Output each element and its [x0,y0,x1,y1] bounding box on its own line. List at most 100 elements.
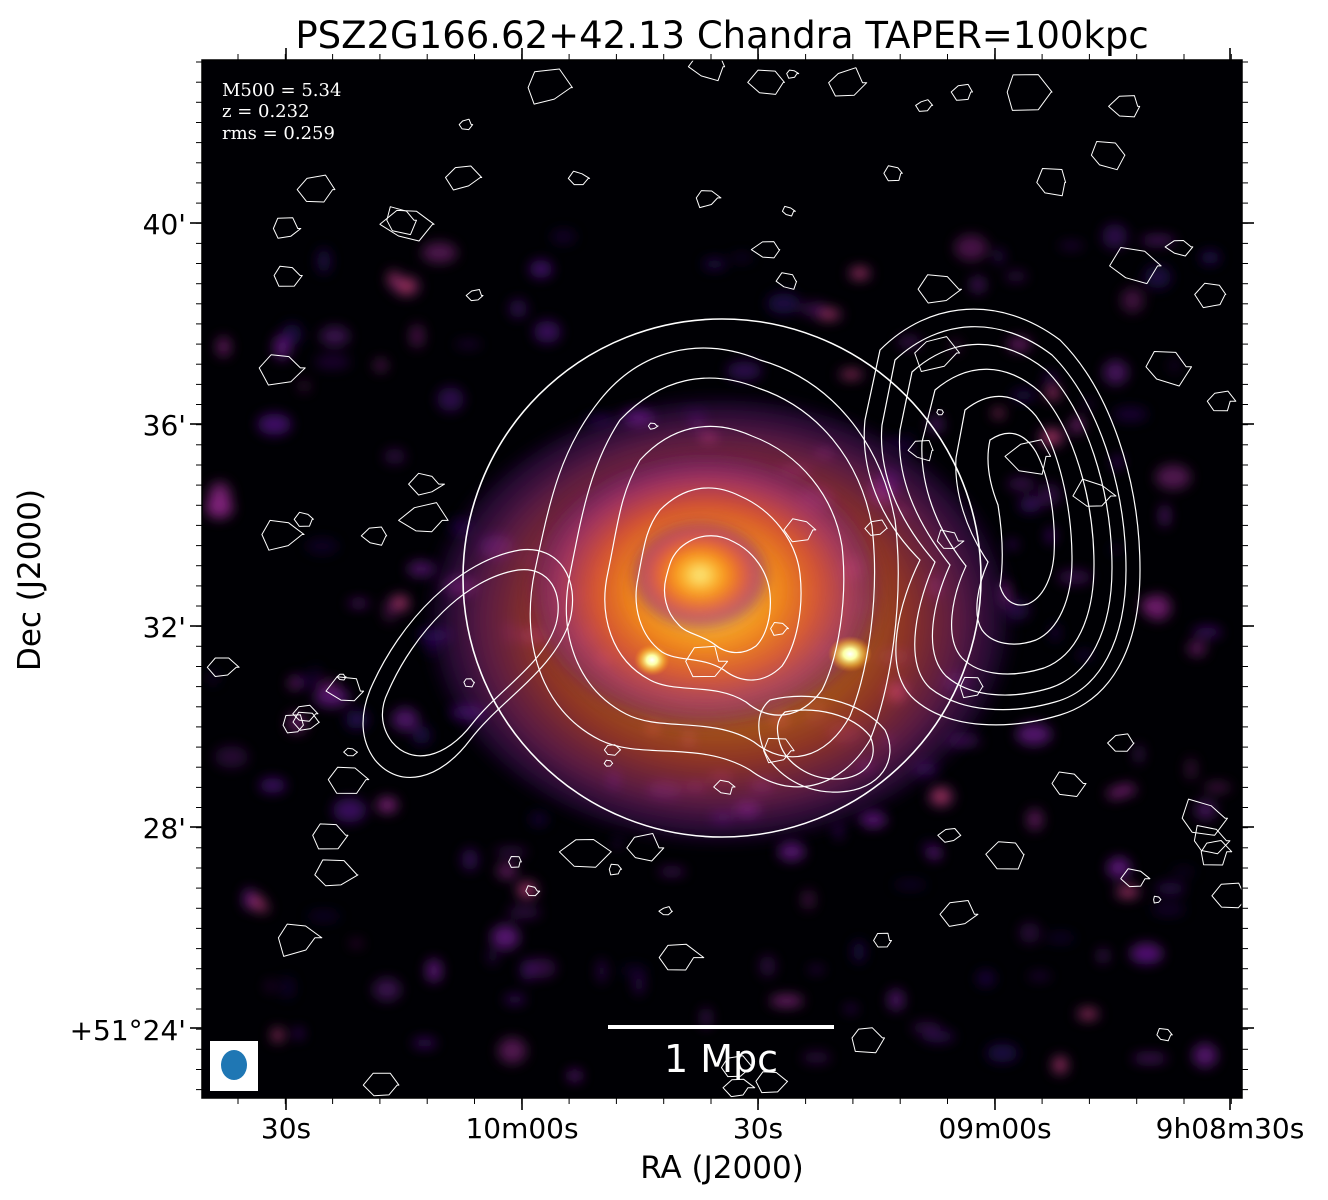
plot-frame [201,59,1243,1099]
noise-blob [1172,867,1196,876]
noise-blob [1113,407,1148,422]
noise-contour [713,779,736,795]
noise-blob [950,339,961,353]
y-tick-label: 36' [143,409,186,442]
noise-contour [685,645,729,678]
x-tick-labels: 30s 10m00s 30s 09m00s 9h08m30s [261,1112,1304,1145]
noise-blob [808,966,825,973]
noise-blob [927,846,942,860]
noise-contour [626,833,665,862]
noise-contour [939,900,979,927]
noise-contour [408,472,445,496]
noise-blob [461,848,479,871]
noise-blob [349,940,363,947]
noise-blob [1076,652,1094,659]
noise-blob [496,862,518,880]
y-tick-label: 32' [143,611,186,644]
cluster-contour [565,377,876,758]
noise-contour [445,165,483,191]
noise-blob [703,258,727,270]
noise-blob [1192,626,1222,638]
noise-contour [558,839,612,868]
noise-blob [425,958,442,983]
noise-blob [1134,744,1144,764]
noise-contour [292,711,320,731]
noise-blob [332,798,367,823]
annotation-redshift: z = 0.232 [222,101,310,122]
annotation-rms: rms = 0.259 [222,123,335,144]
cluster-core-peak [630,520,770,630]
noise-contour [936,529,965,549]
noise-blob [293,1028,304,1039]
relic-contour [987,432,1055,606]
noise-blob [986,1043,1019,1063]
noise-blob [1170,358,1179,373]
noise-contour [1164,240,1194,257]
annotation-m500: M500 = 5.34 [222,80,341,101]
noise-blob [726,361,762,381]
bright-blob [811,306,846,323]
noise-contour [786,69,800,79]
noise-blob [409,323,425,349]
noise-blob [1112,455,1123,470]
noise-blob [257,413,292,436]
scale-bar: 1 Mpc [608,1025,834,1081]
noise-contour [277,923,323,957]
noise-contour [603,744,622,756]
noise-contour [296,174,336,203]
noise-blob [1192,1043,1218,1068]
noise-blob [1194,800,1217,820]
noise-contour [747,69,785,95]
noise-contour [343,747,358,757]
noise-blob [567,1070,582,1082]
cluster-contour [776,709,874,780]
noise-blob [551,229,576,244]
noise-contour [763,737,795,764]
x-tick-label: 09m00s [938,1112,1051,1145]
axis-ticks [190,48,1254,1110]
noise-blob [1018,499,1044,506]
noise-contour [272,217,302,239]
noise-blob [1044,372,1057,385]
noise-blob [507,906,541,919]
y-axis-label: Dec (J2000) [12,489,48,671]
cluster-contour [529,347,899,788]
noise-blob [345,710,369,729]
noise-contour [1153,895,1162,904]
chart-title: PSZ2G166.62+42.13 Chandra TAPER=100kpc [295,14,1148,57]
noise-contour [658,906,673,916]
noise-blob [286,712,307,734]
cluster-contour [758,695,891,793]
noise-contour [695,190,722,209]
noise-blob [412,1038,437,1048]
noise-blob [533,320,561,344]
noise-contour [1006,74,1053,111]
noise-blob [767,293,801,314]
noise-blob [1135,951,1158,963]
noise-blob [769,995,804,1007]
y-tick-labels: 40' 36' 32' 28' +51°24' [70,208,186,1047]
noise-blob [314,687,350,708]
cluster-contour [663,535,771,654]
noise-blob [498,1037,527,1064]
noise-blob [658,868,686,875]
plot-area: M500 = 5.34 z = 0.232 rms = 0.259 1 Mpc [201,59,1243,1099]
noise-blob [1097,948,1109,964]
noise-blob [1007,477,1036,491]
noise-contour [1090,141,1126,171]
noise-contour [936,409,944,416]
noise-blob [1141,597,1153,614]
noise-contour [1107,733,1135,752]
noise-blob [1140,236,1176,245]
r500-circle [462,318,982,838]
noise-blob [1057,570,1092,585]
x-tick-label: 9h08m30s [1156,1112,1305,1145]
noise-blob [1204,783,1231,792]
point-source-east [634,644,670,676]
bright-blob [386,591,414,615]
noise-blob [311,665,321,691]
y-tick-label: 28' [143,812,186,845]
noise-blob [1108,545,1124,554]
noise-contour [1181,798,1228,836]
noise-contour [1051,771,1087,797]
